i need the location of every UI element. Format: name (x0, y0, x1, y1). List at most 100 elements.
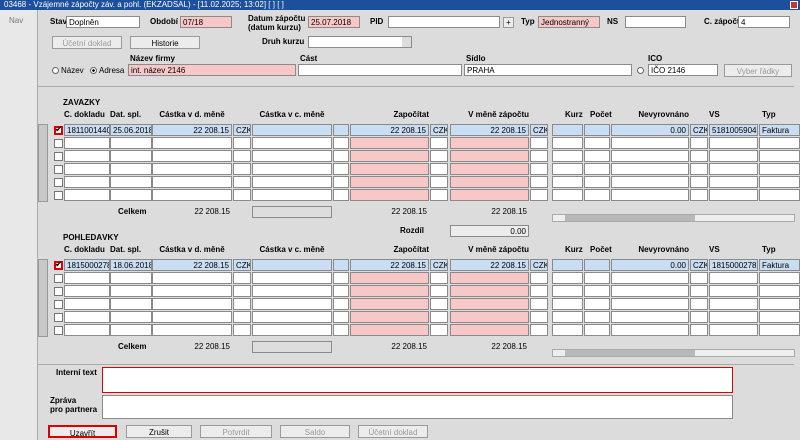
grid-cell[interactable] (64, 272, 110, 284)
grid-cell[interactable] (690, 311, 708, 323)
grid-cell[interactable]: CZK (430, 259, 448, 271)
grid-cell[interactable] (709, 150, 758, 162)
grid-cell[interactable]: 22 208.15 (152, 124, 232, 136)
grid-cell[interactable] (709, 324, 758, 336)
grid-cell[interactable] (64, 324, 110, 336)
grid-cell[interactable] (350, 163, 429, 175)
grid-cell[interactable] (530, 272, 548, 284)
grid-cell[interactable] (333, 272, 349, 284)
radio[interactable] (90, 67, 97, 74)
checkbox[interactable] (54, 178, 63, 187)
grid-cell[interactable]: Faktura (759, 124, 800, 136)
grid-cell[interactable] (152, 298, 232, 310)
grid-cell[interactable] (552, 285, 583, 297)
ns-input[interactable] (625, 16, 686, 28)
grid-cell[interactable] (530, 189, 548, 201)
grid-cell[interactable]: 22 208.15 (450, 124, 529, 136)
grid-cell[interactable] (233, 150, 251, 162)
grid-cell[interactable] (552, 259, 583, 271)
grid-cell[interactable] (430, 311, 448, 323)
grid-cell[interactable] (252, 124, 332, 136)
grid-cell[interactable] (110, 311, 152, 323)
grid-cell[interactable]: 22 208.15 (350, 124, 429, 136)
grid-cell[interactable] (110, 324, 152, 336)
grid-cell[interactable] (709, 137, 758, 149)
grid-cell[interactable] (759, 285, 800, 297)
nav-label[interactable]: Nav (9, 17, 24, 25)
druh-kurzu-select[interactable] (308, 36, 412, 48)
grid-cell[interactable] (530, 163, 548, 175)
grid-cell[interactable]: CZK (530, 259, 548, 271)
grid-cell[interactable] (450, 311, 529, 323)
pid-button[interactable]: + (503, 17, 514, 28)
grid-cell[interactable]: 25.06.2018 (110, 124, 152, 136)
grid-cell[interactable]: 1815000278 (709, 259, 758, 271)
grid-cell[interactable]: 0.00 (611, 259, 689, 271)
grid-cell[interactable] (152, 163, 232, 175)
grid-cell[interactable] (450, 324, 529, 336)
checkbox[interactable] (54, 274, 63, 283)
grid-cell[interactable] (64, 150, 110, 162)
grid-cell[interactable] (450, 176, 529, 188)
typ-input[interactable]: Jednostranný (538, 16, 600, 28)
grid-cell[interactable] (252, 298, 332, 310)
radio[interactable] (637, 67, 644, 74)
grid-cell[interactable] (530, 150, 548, 162)
grid-cell[interactable] (690, 163, 708, 175)
grid-cell[interactable]: CZK (233, 259, 251, 271)
grid-cell[interactable] (333, 150, 349, 162)
grid-cell[interactable]: 18.06.2018 (110, 259, 152, 271)
grid-cell[interactable] (759, 311, 800, 323)
checkbox[interactable] (54, 300, 63, 309)
grid-cell[interactable] (690, 189, 708, 201)
grid-cell[interactable] (611, 150, 689, 162)
grid-cell[interactable] (552, 298, 583, 310)
row-scrollbar[interactable] (38, 124, 48, 202)
grid-cell[interactable] (152, 189, 232, 201)
grid-cell[interactable]: CZK (530, 124, 548, 136)
grid-cell[interactable] (690, 298, 708, 310)
grid-cell[interactable] (252, 176, 332, 188)
grid-cell[interactable] (709, 163, 758, 175)
grid-cell[interactable] (252, 163, 332, 175)
grid-cell[interactable]: 22 208.15 (350, 259, 429, 271)
pid-input[interactable] (388, 16, 500, 28)
checkbox[interactable] (54, 326, 63, 335)
cislo-input[interactable]: 4 (738, 16, 790, 28)
grid-cell[interactable] (152, 324, 232, 336)
grid-cell[interactable] (252, 324, 332, 336)
checkbox[interactable] (54, 152, 63, 161)
grid-cell[interactable] (252, 285, 332, 297)
datum-input[interactable]: 25.07.2018 (308, 16, 360, 28)
grid-cell[interactable] (64, 163, 110, 175)
button[interactable]: Historie (130, 36, 200, 49)
grid-cell[interactable] (584, 137, 610, 149)
grid-cell[interactable] (584, 189, 610, 201)
grid-cell[interactable] (584, 259, 610, 271)
grid-cell[interactable] (611, 298, 689, 310)
grid-cell[interactable] (759, 189, 800, 201)
grid-cell[interactable] (233, 311, 251, 323)
grid-cell[interactable] (530, 176, 548, 188)
grid-cell[interactable] (152, 285, 232, 297)
grid-cell[interactable] (110, 150, 152, 162)
obdobi-input[interactable]: 07/18 (180, 16, 232, 28)
grid-cell[interactable] (252, 259, 332, 271)
grid-cell[interactable] (611, 176, 689, 188)
grid-cell[interactable] (584, 298, 610, 310)
grid-cell[interactable] (690, 137, 708, 149)
ico-input[interactable]: IČO 2146 (648, 64, 718, 76)
grid-cell[interactable] (709, 272, 758, 284)
grid-cell[interactable] (233, 176, 251, 188)
checkbox[interactable] (54, 313, 63, 322)
grid-cell[interactable] (333, 176, 349, 188)
checkbox[interactable] (54, 261, 63, 270)
nazev-input[interactable]: int. název 2146 (128, 64, 296, 76)
grid-cell[interactable] (333, 163, 349, 175)
grid-cell[interactable] (690, 176, 708, 188)
grid-cell[interactable] (110, 137, 152, 149)
grid-cell[interactable] (430, 137, 448, 149)
grid-cell[interactable] (530, 311, 548, 323)
grid-cell[interactable] (450, 189, 529, 201)
grid-cell[interactable] (350, 189, 429, 201)
